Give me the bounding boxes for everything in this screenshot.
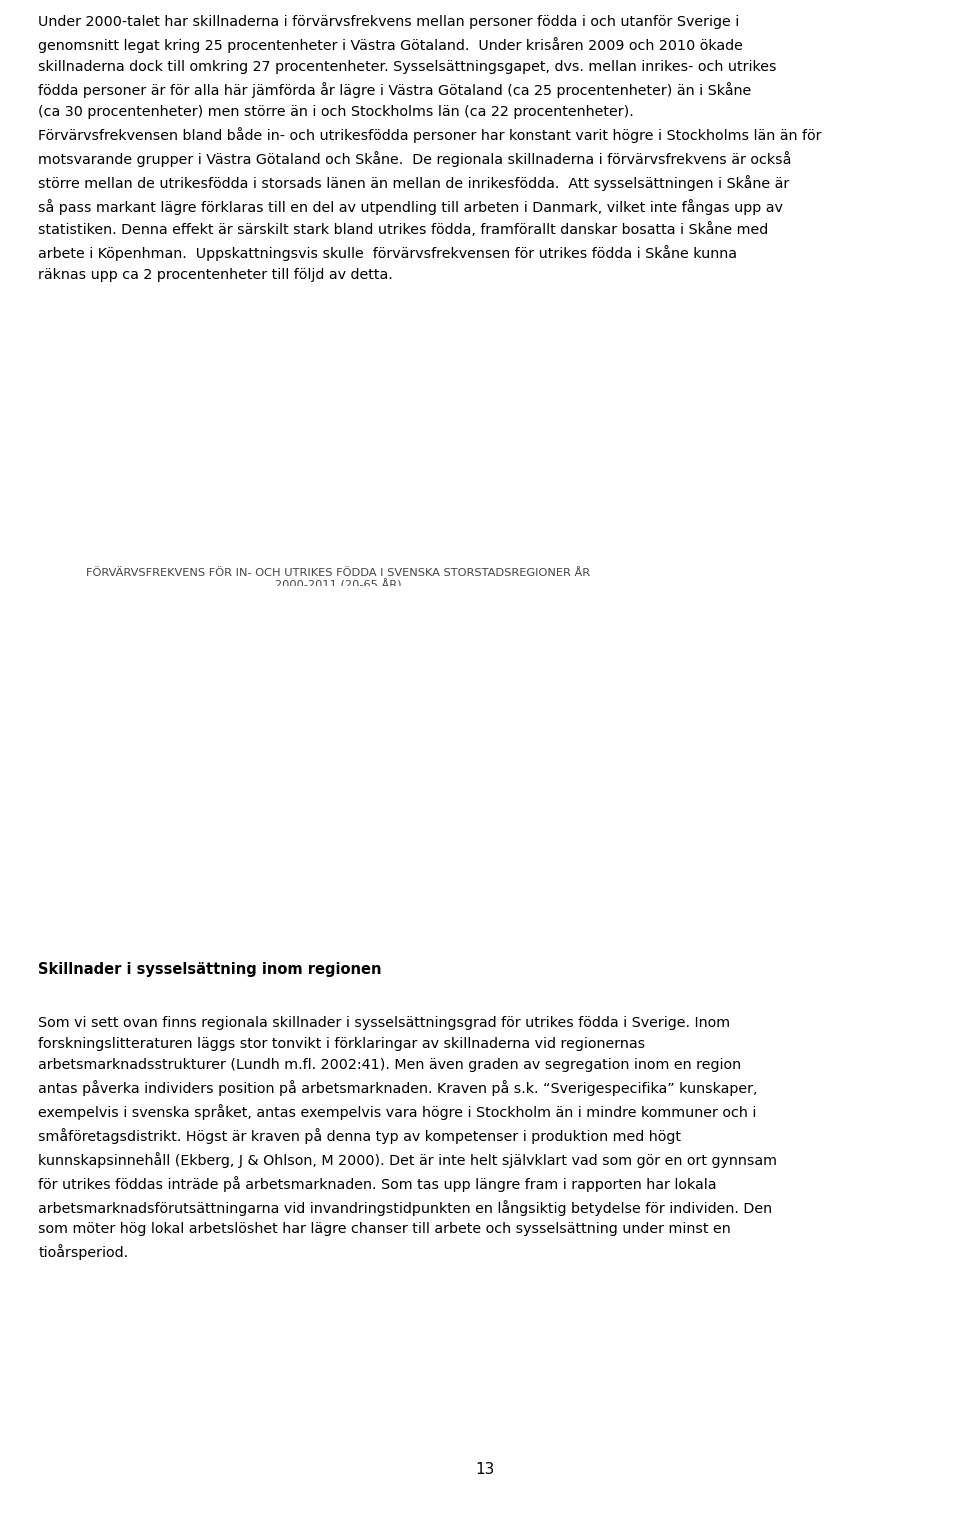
FancyBboxPatch shape bbox=[22, 583, 940, 962]
Text: Stockholms län, Utrikes födda: Stockholms län, Utrikes födda bbox=[695, 771, 858, 780]
Text: Stockholms län, Inrikes födda: Stockholms län, Inrikes födda bbox=[695, 724, 856, 735]
Text: Skåne, Utrikes födda: Skåne, Utrikes födda bbox=[695, 864, 808, 874]
Text: 83%: 83% bbox=[617, 639, 640, 650]
Text: 48%: 48% bbox=[617, 767, 640, 777]
Text: Västra Götaland, Utrikes födda: Västra Götaland, Utrikes födda bbox=[695, 677, 862, 688]
Text: 78%: 78% bbox=[617, 659, 640, 670]
Text: Västra Götaland, Inrikes födda: Västra Götaland, Inrikes födda bbox=[695, 630, 860, 641]
Text: 13: 13 bbox=[475, 1462, 494, 1477]
Text: 62%: 62% bbox=[617, 717, 640, 727]
Text: Skillnader i sysselsättning inom regionen: Skillnader i sysselsättning inom regione… bbox=[38, 962, 382, 977]
Text: Skåne, Inrikes födda: Skåne, Inrikes födda bbox=[695, 817, 806, 829]
Text: 81%: 81% bbox=[617, 647, 640, 658]
Text: 56%: 56% bbox=[617, 739, 640, 748]
Text: Som vi sett ovan finns regionala skillnader i sysselsättningsgrad för utrikes fö: Som vi sett ovan finns regionala skillna… bbox=[38, 1017, 778, 1260]
Title: FÖRVÄRVSFREKVENS FÖR IN- OCH UTRIKES FÖDDA I SVENSKA STORSTADSREGIONER ÅR
2000-2: FÖRVÄRVSFREKVENS FÖR IN- OCH UTRIKES FÖD… bbox=[86, 568, 590, 591]
Text: Under 2000-talet har skillnaderna i förvärvsfrekvens mellan personer födda i och: Under 2000-talet har skillnaderna i förv… bbox=[38, 15, 822, 282]
